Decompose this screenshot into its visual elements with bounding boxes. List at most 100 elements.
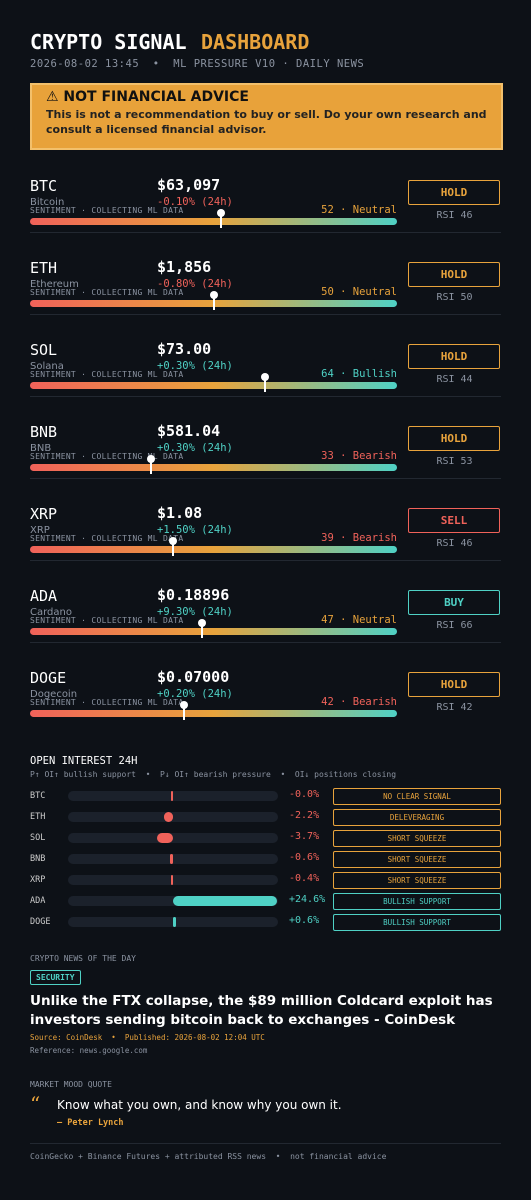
signal-button: HOLD [408,672,500,697]
oi-bar [171,791,173,801]
oi-track [68,833,278,843]
sentiment-label: 42 · Bearish [321,696,397,708]
quote-author: — Peter Lynch [57,1118,124,1128]
signal-button: HOLD [408,426,500,451]
coin-change: +0.30% (24h) [157,442,233,454]
sentiment-label: 64 · Bullish [321,368,397,380]
oi-signal: BULLISH SUPPORT [333,893,501,910]
oi-symbol: SOL [30,833,46,843]
coin-change: +1.50% (24h) [157,524,233,536]
sentiment-bar [30,628,397,635]
oi-bar [173,896,277,906]
coin-symbol: SOL [30,341,58,359]
coin-symbol: BTC [30,177,58,195]
sentiment-marker [201,624,204,638]
sentiment-knob [198,619,207,627]
warning-title: ⚠ NOT FINANCIAL ADVICE [46,89,249,105]
signal-button: HOLD [408,262,500,287]
rsi: RSI 66 [436,620,473,631]
oi-signal: BULLISH SUPPORT [333,914,501,931]
subtitle: 2026-08-02 13:45 • ML PRESSURE V10 · DAI… [30,58,365,70]
quote-mark: “ [30,1092,41,1116]
title-accent: DASHBOARD [201,30,310,54]
oi-symbol: ADA [30,896,46,906]
oi-value: -0.0% [289,789,320,800]
sentiment-label: 39 · Bearish [321,532,397,544]
coin-price: $0.07000 [157,668,230,686]
sentiment-label: 47 · Neutral [321,614,397,626]
coin-price: $1.08 [157,504,203,522]
coin-name: Dogecoin [30,689,78,700]
separator [30,396,501,397]
coin-change: -0.10% (24h) [157,196,233,208]
sentiment-knob [180,701,189,709]
sentiment-marker [263,378,266,392]
sentiment-marker [172,542,175,556]
sentiment-marker [212,296,215,310]
sentiment-bar [30,710,397,717]
sentiment-note: SENTIMENT · COLLECTING ML DATA [30,206,184,215]
separator [30,642,501,643]
news-label: CRYPTO NEWS OF THE DAY [30,954,136,963]
oi-value: -3.7% [289,831,320,842]
warning-box: ⚠ NOT FINANCIAL ADVICE This is not a reco… [30,83,503,150]
sentiment-note: SENTIMENT · COLLECTING ML DATA [30,370,184,379]
coin-symbol: BNB [30,423,58,441]
separator [30,314,501,315]
separator [30,478,501,479]
rsi: RSI 44 [436,374,473,385]
coin-name: Ethereum [30,279,79,290]
warning-text: This is not a recommendation to buy or s… [46,108,487,136]
sentiment-knob [216,209,225,217]
oi-signal: SHORT SQUEEZE [333,830,501,847]
coin-name: XRP [30,525,50,536]
oi-value: +24.6% [289,894,326,905]
signal-button: HOLD [408,180,500,205]
oi-value: -0.6% [289,852,320,863]
sentiment-knob [169,537,178,545]
oi-symbol: BNB [30,854,46,864]
sentiment-marker [219,214,222,228]
footer: CoinGecko + Binance Futures + attributed… [30,1152,387,1161]
separator [30,1143,501,1144]
sentiment-marker [183,706,186,720]
news-headline: Unlike the FTX collapse, the $89 million… [30,993,493,1028]
signal-button: HOLD [408,344,500,369]
oi-value: +0.6% [289,915,320,926]
coin-price: $581.04 [157,422,221,440]
sentiment-note: SENTIMENT · COLLECTING ML DATA [30,698,184,707]
coin-change: +0.20% (24h) [157,688,233,700]
sentiment-bar [30,464,397,471]
coin-name: Bitcoin [30,197,65,208]
news-meta: Source: CoinDesk • Published: 2026-08-02… [30,1033,265,1042]
signal-button: BUY [408,590,500,615]
oi-bar [163,812,173,822]
coin-symbol: ETH [30,259,58,277]
sentiment-bar [30,546,397,553]
oi-signal: DELEVERAGING [333,809,501,826]
oi-bar [171,875,173,885]
coin-name: BNB [30,443,52,454]
sentiment-note: SENTIMENT · COLLECTING ML DATA [30,288,184,297]
oi-title: OPEN INTEREST 24H [30,755,138,767]
sentiment-label: 50 · Neutral [321,286,397,298]
coin-name: Cardano [30,607,72,618]
oi-value: -0.4% [289,873,320,884]
oi-signal: SHORT SQUEEZE [333,872,501,889]
title: CRYPTO SIGNAL [30,30,187,54]
sentiment-marker [150,460,153,474]
sentiment-bar [30,382,397,389]
news-tag: SECURITY [30,970,81,985]
oi-value: -2.2% [289,810,320,821]
coin-symbol: XRP [30,505,58,523]
quote-text: Know what you own, and know why you own … [57,1098,342,1112]
separator [30,232,501,233]
coin-symbol: ADA [30,587,58,605]
coin-change: +0.30% (24h) [157,360,233,372]
sentiment-label: 52 · Neutral [321,204,397,216]
rsi: RSI 50 [436,292,473,303]
coin-change: +9.30% (24h) [157,606,233,618]
coin-symbol: DOGE [30,669,67,687]
oi-symbol: XRP [30,875,46,885]
